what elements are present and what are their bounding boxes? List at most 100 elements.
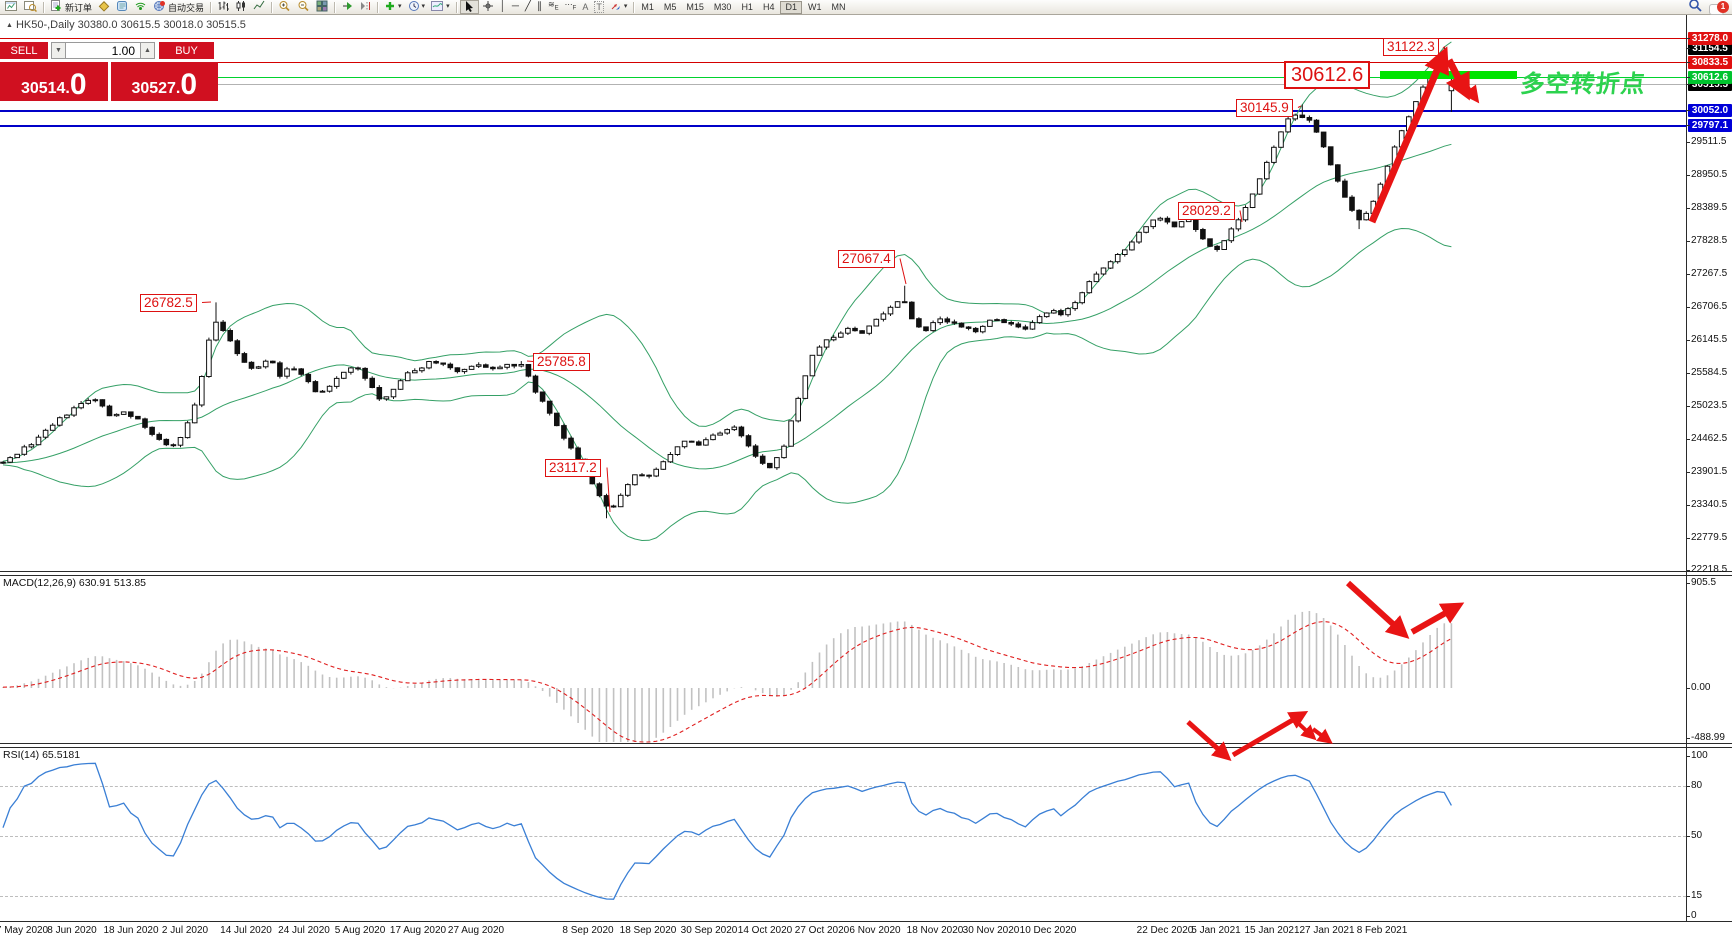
timeframe-w1[interactable]: W1 bbox=[807, 1, 822, 12]
bar-chart-button[interactable] bbox=[214, 0, 232, 14]
add-indicator-button[interactable]: ▾ bbox=[381, 0, 405, 14]
candle-body bbox=[1256, 178, 1263, 195]
price-callout-23117.2[interactable]: 23117.2 bbox=[545, 459, 601, 477]
volume-decrease-button[interactable]: ▼ bbox=[51, 42, 66, 59]
timeframe-m15[interactable]: M15 bbox=[686, 1, 704, 12]
timeframe-h4[interactable]: H4 bbox=[762, 1, 775, 12]
candle-body bbox=[397, 380, 404, 390]
trend-arrow[interactable] bbox=[1345, 580, 1410, 639]
axis-tick bbox=[1686, 274, 1690, 275]
price-line-30515.5[interactable] bbox=[0, 84, 1686, 85]
chart-shift-button[interactable] bbox=[356, 0, 374, 14]
price-callout-25785.8[interactable]: 25785.8 bbox=[533, 353, 590, 371]
line-chart-button[interactable] bbox=[250, 0, 268, 14]
price-callout-27067.4[interactable]: 27067.4 bbox=[838, 250, 895, 268]
timeframe-m1[interactable]: M1 bbox=[641, 1, 654, 12]
candle-body bbox=[206, 339, 212, 378]
data-window-button[interactable] bbox=[113, 0, 131, 14]
timeframe-m30[interactable]: M30 bbox=[713, 1, 732, 12]
timeframe-m5[interactable]: M5 bbox=[663, 1, 677, 12]
trend-arrow[interactable] bbox=[1231, 710, 1309, 758]
fibonacci-tool-button[interactable]: ⋯F bbox=[562, 0, 580, 14]
candle-body bbox=[994, 319, 1000, 322]
candle-body bbox=[752, 445, 759, 457]
trend-arrow[interactable] bbox=[1311, 727, 1333, 744]
candle-body bbox=[1043, 312, 1050, 318]
channel-tool-button[interactable]: ∥ bbox=[534, 0, 545, 14]
volume-input[interactable] bbox=[66, 42, 140, 59]
notification-icon[interactable]: 1 bbox=[1709, 0, 1729, 15]
templates-button[interactable]: ▾ bbox=[428, 0, 453, 14]
price-callout-26782.5[interactable]: 26782.5 bbox=[140, 294, 197, 312]
pane-separator[interactable] bbox=[0, 571, 1732, 576]
sell-button[interactable]: SELL bbox=[0, 42, 48, 59]
fibonacci-icon: ⋯F bbox=[564, 0, 577, 12]
trend-arrow[interactable] bbox=[1410, 602, 1465, 635]
label-tool-button[interactable]: T bbox=[591, 0, 607, 14]
trend-arrow[interactable] bbox=[1296, 721, 1317, 741]
tile-windows-button[interactable] bbox=[313, 0, 331, 14]
candle-body bbox=[717, 432, 723, 436]
timeframe-h1[interactable]: H1 bbox=[741, 1, 753, 12]
candle-body bbox=[461, 368, 468, 373]
cursor-tool-button[interactable] bbox=[459, 0, 479, 14]
candle-body bbox=[135, 415, 141, 420]
time-axis-line bbox=[0, 921, 1732, 922]
candle-body bbox=[546, 400, 553, 414]
candle-body bbox=[1022, 326, 1029, 330]
price-line-30833.5[interactable] bbox=[0, 62, 1686, 63]
horizontal-line-tool-button[interactable]: ─ bbox=[509, 0, 522, 14]
volume-increase-button[interactable]: ▲ bbox=[140, 42, 155, 59]
price-axis-line[interactable] bbox=[1686, 15, 1687, 922]
price-callout-28029.2[interactable]: 28029.2 bbox=[1178, 202, 1235, 220]
pane-separator[interactable] bbox=[0, 743, 1732, 748]
crosshair-tool-button[interactable] bbox=[479, 0, 497, 14]
price-axis-label: 30612.6 bbox=[1688, 71, 1732, 84]
candle-body bbox=[809, 354, 816, 377]
trendline-tool-button[interactable]: ╱ bbox=[522, 0, 534, 14]
periods-button[interactable]: ▾ bbox=[405, 0, 429, 14]
price-callout-30145.9[interactable]: 30145.9 bbox=[1236, 99, 1293, 117]
price-callout-30612.6[interactable]: 30612.6 bbox=[1284, 61, 1371, 89]
candle-body bbox=[901, 301, 908, 304]
trend-arrow[interactable] bbox=[1368, 46, 1450, 224]
candle-body bbox=[1051, 310, 1057, 314]
date-axis-label: 30 Nov 2020 bbox=[962, 925, 1020, 936]
elliott-tool-button[interactable]: ≋E bbox=[545, 0, 562, 14]
price-line-29797.1[interactable] bbox=[0, 125, 1686, 127]
price-axis-label: 28950.5 bbox=[1691, 169, 1728, 180]
signals-button[interactable] bbox=[131, 0, 150, 14]
zoom-in-button[interactable] bbox=[275, 0, 294, 14]
zoom-out-button[interactable] bbox=[294, 0, 313, 14]
price-line-30612.6[interactable] bbox=[0, 77, 1686, 78]
profiles-button[interactable] bbox=[21, 0, 40, 14]
autotrading-button[interactable]: 自动交易 bbox=[150, 0, 207, 14]
sell-price[interactable]: 30514. 0 bbox=[0, 62, 108, 101]
candle-body bbox=[475, 364, 482, 367]
price-line-30052[interactable] bbox=[0, 110, 1686, 112]
buy-price[interactable]: 30527. 0 bbox=[110, 62, 218, 101]
trend-arrow[interactable] bbox=[1445, 58, 1470, 101]
timeframe-d1[interactable]: D1 bbox=[780, 0, 802, 14]
buy-button[interactable]: BUY bbox=[159, 42, 214, 59]
timeframe-mn[interactable]: MN bbox=[831, 1, 846, 12]
price-line-31278[interactable] bbox=[0, 38, 1686, 39]
market-depth-button[interactable] bbox=[95, 0, 113, 14]
candlestick-button[interactable] bbox=[232, 0, 250, 14]
auto-scroll-button[interactable] bbox=[338, 0, 356, 14]
new-chart-button[interactable] bbox=[2, 0, 21, 14]
trend-arrow[interactable] bbox=[1457, 74, 1480, 104]
trend-arrow[interactable] bbox=[1186, 720, 1232, 762]
search-icon[interactable] bbox=[1688, 0, 1703, 17]
candle-body bbox=[781, 445, 787, 459]
text-tool-button[interactable]: A bbox=[579, 0, 591, 14]
shapes-tool-button[interactable]: ▾ bbox=[607, 0, 631, 14]
candle-body bbox=[1093, 273, 1100, 283]
vertical-line-tool-button[interactable]: │ bbox=[497, 0, 509, 14]
axis-tick bbox=[1686, 307, 1690, 308]
candle-body bbox=[930, 322, 936, 332]
price-axis-label: 31278.0 bbox=[1688, 32, 1732, 45]
new-order-button[interactable]: 新订单 bbox=[47, 0, 95, 14]
